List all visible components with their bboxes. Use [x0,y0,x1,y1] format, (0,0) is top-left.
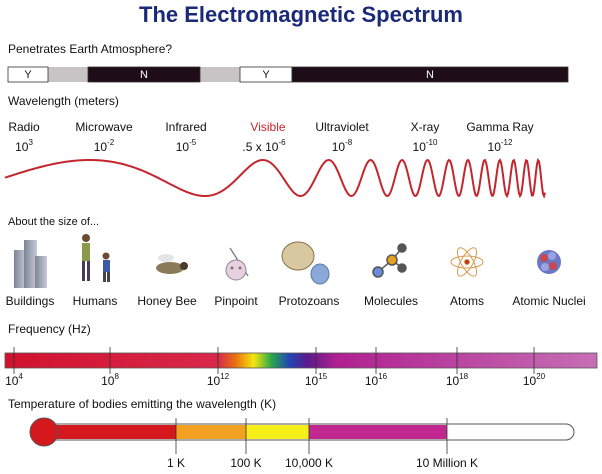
power-label: 10-5 [176,138,197,154]
humans-icon [82,234,110,282]
wave [4,158,546,199]
atmosphere-label: Penetrates Earth Atmosphere? [8,42,172,56]
exponent: -10 [426,138,438,147]
title: The Electromagnetic Spectrum [139,2,463,27]
power-label: 10-12 [488,138,513,154]
power-label: .5 x 10-6 [242,138,286,154]
tube-segment [40,425,176,439]
power-label: 10-10 [413,138,438,154]
exponent: 12 [220,372,229,381]
exponent: -12 [501,138,513,147]
band-name: Gamma Ray [466,120,533,134]
size-item: Buildings [6,294,55,308]
size-item: Honey Bee [137,294,197,308]
exponent: 8 [114,372,119,381]
exponent: -5 [189,138,197,147]
nucleus-icon [537,250,561,274]
base: 10 [413,140,427,154]
power-label: 10-2 [94,138,115,154]
band-name: Visible [250,120,285,134]
base: 10 [101,374,115,388]
molecule-icon [372,243,407,278]
atmosphere-segment [7,66,49,83]
exponent: 4 [18,372,23,381]
power-label: 1015 [305,372,328,388]
exponent: -6 [278,138,286,147]
atmosphere-answer: Y [262,69,270,81]
size-item: Protozoans [279,294,340,308]
atom-icon [450,247,484,277]
band-name: Ultraviolet [315,120,369,134]
temperature-tick-label: 10 Million K [416,456,478,470]
temperature-tick-label: 10,000 K [285,456,333,470]
band-name: X-ray [411,120,440,134]
base: 10 [94,140,108,154]
partial-segment [48,67,88,82]
power-label: 10-8 [332,138,353,154]
base: 10 [332,140,346,154]
atmosphere-segment [87,66,201,83]
base: 10 [305,374,319,388]
atmosphere-answer: N [140,69,148,81]
temperature-tick-label: 100 K [230,456,261,470]
bee-icon [156,254,188,274]
size-item: Molecules [364,294,418,308]
size-item: Atoms [450,294,484,308]
base: 10 [488,140,502,154]
base: 10 [207,374,221,388]
atmosphere-answer: N [426,69,434,81]
base: 10 [523,374,537,388]
atmosphere-segment [291,66,569,83]
base: 10 [15,140,29,154]
atmosphere-answer: Y [24,69,32,81]
power-label: 1016 [365,372,388,388]
size-item: Humans [73,294,118,308]
exponent: 3 [28,138,33,147]
exponent: 20 [536,372,545,381]
exponent: -8 [345,138,353,147]
band-name: Microwave [75,120,133,134]
base: .5 x 10 [242,140,278,154]
size-item: Atomic Nuclei [512,294,585,308]
power-label: 1018 [446,372,469,388]
band-name: Radio [8,120,40,134]
frequency-bar [4,352,598,369]
buildings-icon [14,240,47,288]
icons [14,234,561,288]
tube-segment [246,425,309,439]
wavelength-label: Wavelength (meters) [8,94,119,108]
power-label: 103 [15,138,33,154]
thermometer [29,417,575,447]
exponent: 18 [459,372,468,381]
temperature-label: Temperature of bodies emitting the wavel… [8,397,276,411]
size-label: About the size of... [8,216,99,228]
partial-segment [200,67,240,82]
power-label: 1020 [523,372,546,388]
tube-segment [309,425,447,439]
power-label: 1012 [207,372,230,388]
base: 10 [365,374,379,388]
band-name: Infrared [165,120,206,134]
frequency-label: Frequency (Hz) [8,322,91,336]
base: 10 [446,374,460,388]
exponent: 16 [378,372,387,381]
base: 10 [5,374,19,388]
exponent: -2 [107,138,115,147]
power-label: 108 [101,372,119,388]
power-label: 104 [5,372,23,388]
size-item: Pinpoint [214,294,258,308]
temperature-tick-label: 1 K [167,456,185,470]
base: 10 [176,140,190,154]
exponent: 15 [318,372,327,381]
pin-icon [225,247,249,281]
tube-segment [176,425,246,439]
bulb [29,417,59,447]
protozoan-icon [281,241,330,285]
